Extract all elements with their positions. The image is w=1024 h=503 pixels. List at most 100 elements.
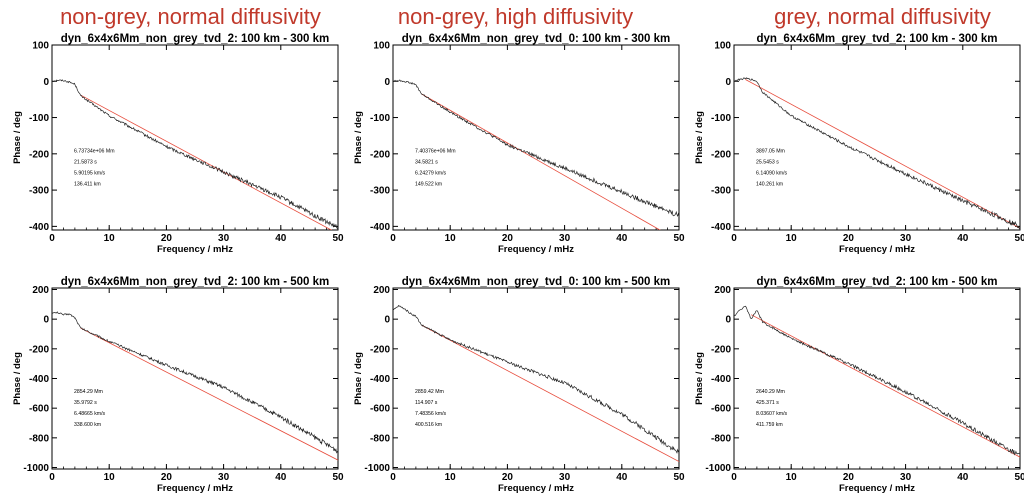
chart-panel-6: dyn_6x4x6Mm_grey_tvd_2: 100 km - 500 km 0…	[694, 276, 1024, 494]
panel1-x-tick-label: 20	[161, 233, 173, 244]
panel5-title: dyn_6x4x6Mm_non_grey_tvd_0: 100 km - 500…	[402, 276, 670, 288]
panel1-annotation: 136.411 km	[74, 181, 101, 187]
panel3-x-tick-label: 40	[957, 233, 969, 244]
panel5-plot-frame	[392, 287, 680, 470]
panel2-y-tick-label: -200	[370, 149, 390, 160]
panel6-y-axis-label: Phase / deg	[694, 352, 705, 405]
panel4-y-tick-label: 200	[32, 285, 49, 296]
panel2-x-tick-label: 40	[616, 233, 628, 244]
panel1-plot-frame	[51, 44, 339, 231]
panel3-x-tick-label: 30	[900, 233, 912, 244]
panel2-x-tick-label: 50	[673, 233, 685, 244]
panel4-x-tick-label: 50	[332, 472, 344, 483]
panel5-x-tick-label: 0	[390, 472, 396, 483]
panel1-x-tick-label: 50	[332, 233, 344, 244]
panel4-x-tick-label: 30	[218, 472, 230, 483]
panel4-annotation: 6.48665 km/s	[74, 411, 106, 417]
panel2-y-tick-label: 100	[373, 41, 390, 52]
panel5-annotation: 114.907 s	[415, 400, 438, 406]
panel1-y-tick-label: 0	[43, 77, 49, 88]
panel3-x-tick-label: 50	[1014, 233, 1024, 244]
column-title-3: grey, normal diffusivity	[774, 4, 991, 29]
panel4-annotation: 338.600 km	[74, 422, 101, 428]
panel3-plot-frame	[733, 44, 1021, 231]
panel2-x-axis-label: Frequency / mHz	[498, 244, 574, 255]
panel1-x-tick-label: 40	[275, 233, 287, 244]
panel4-y-tick-label: -600	[29, 404, 49, 415]
panel1-y-tick-label: -200	[29, 149, 49, 160]
column-title-2: non-grey, high diffusivity	[397, 4, 634, 29]
panel5-fit-line	[421, 324, 679, 462]
panel6-x-tick-label: 10	[786, 472, 798, 483]
panel1-y-tick-label: -300	[29, 186, 49, 197]
panel2-x-tick-label: 30	[559, 233, 571, 244]
panel6-fit-line	[750, 314, 1020, 458]
panel1-annotation: 6.73734e+06 Mm	[74, 148, 115, 154]
panel3-y-tick-label: -100	[711, 113, 731, 124]
panel3-y-tick-label: -400	[711, 222, 731, 233]
panel1-x-axis-label: Frequency / mHz	[157, 244, 233, 255]
panel4-x-tick-label: 10	[104, 472, 116, 483]
panel2-plot-frame	[392, 44, 680, 231]
panel2-annotation: 149.522 km	[415, 181, 442, 187]
panel3-x-tick-label: 0	[731, 233, 737, 244]
panel4-x-tick-label: 0	[49, 472, 55, 483]
panel3-x-axis-label: Frequency / mHz	[839, 244, 915, 255]
panel3-annotation: 6.14090 km/s	[756, 170, 788, 176]
panel5-annotation: 2859.42 Mm	[415, 389, 444, 395]
panel2-y-tick-label: -100	[370, 113, 390, 124]
panel4-plot-frame	[51, 287, 339, 470]
panel4-annotation: 35.9792 s	[74, 400, 97, 406]
panel5-x-tick-label: 20	[502, 472, 514, 483]
panel5-x-axis-label: Frequency / mHz	[498, 483, 574, 494]
panel5-y-tick-label: -1000	[364, 463, 390, 474]
panel3-phase-data-line	[734, 77, 1020, 230]
panel6-annotation: 411.759 km	[756, 422, 783, 428]
panel2-x-tick-label: 0	[390, 233, 396, 244]
panel3-annotation: 3897.05 Mm	[756, 148, 785, 154]
panel3-fit-line	[745, 79, 1020, 229]
panel2-x-tick-label: 20	[502, 233, 514, 244]
panel3-annotation: 25.5453 s	[756, 159, 779, 165]
panel2-y-tick-label: 0	[384, 77, 390, 88]
panel5-y-tick-label: 0	[384, 315, 390, 326]
chart-panel-3: dyn_6x4x6Mm_grey_tvd_2: 100 km - 300 km 0…	[694, 33, 1024, 255]
panel3-y-tick-label: 0	[725, 77, 731, 88]
panel4-y-tick-label: -800	[29, 433, 49, 444]
panel1-y-axis-label: Phase / deg	[12, 111, 23, 164]
panel1-y-tick-label: -400	[29, 222, 49, 233]
panel4-x-tick-label: 20	[161, 472, 173, 483]
panel3-annotation: 140.261 km	[756, 181, 783, 187]
panel6-annotation: 8.03607 km/s	[756, 411, 788, 417]
panel3-x-tick-label: 10	[786, 233, 798, 244]
panel1-y-tick-label: -100	[29, 113, 49, 124]
panel5-y-tick-label: -400	[370, 374, 390, 385]
panel6-x-tick-label: 50	[1014, 472, 1024, 483]
panel2-fit-line	[421, 93, 661, 230]
panel1-x-tick-label: 30	[218, 233, 230, 244]
chart-panel-4: dyn_6x4x6Mm_non_grey_tvd_2: 100 km - 500…	[12, 276, 344, 494]
panel2-y-axis-label: Phase / deg	[353, 111, 364, 164]
chart-panel-5: dyn_6x4x6Mm_non_grey_tvd_0: 100 km - 500…	[353, 276, 685, 494]
panel4-y-tick-label: -400	[29, 374, 49, 385]
panel5-x-tick-label: 10	[445, 472, 457, 483]
panel5-annotation: 400.516 km	[415, 422, 442, 428]
panel6-title: dyn_6x4x6Mm_grey_tvd_2: 100 km - 500 km	[756, 276, 997, 288]
panel1-y-tick-label: 100	[32, 41, 49, 52]
panel5-x-tick-label: 40	[616, 472, 628, 483]
panel6-y-tick-label: -600	[711, 404, 731, 415]
panel3-y-tick-label: -300	[711, 186, 731, 197]
panel4-y-tick-label: 0	[43, 315, 49, 326]
panel6-phase-data-line	[734, 305, 1020, 456]
panel2-y-tick-label: -300	[370, 186, 390, 197]
panel4-fit-line	[80, 327, 338, 461]
panel4-y-axis-label: Phase / deg	[12, 352, 23, 405]
chart-panel-1: dyn_6x4x6Mm_non_grey_tvd_2: 100 km - 300…	[12, 33, 344, 255]
panel5-y-tick-label: -800	[370, 433, 390, 444]
panel4-y-tick-label: -1000	[23, 463, 49, 474]
panel2-annotation: 6.24279 km/s	[415, 170, 447, 176]
panel6-x-tick-label: 40	[957, 472, 969, 483]
panel1-phase-data-line	[52, 79, 338, 230]
panel1-title: dyn_6x4x6Mm_non_grey_tvd_2: 100 km - 300…	[61, 33, 329, 45]
chart-panel-2: dyn_6x4x6Mm_non_grey_tvd_0: 100 km - 300…	[353, 33, 685, 255]
